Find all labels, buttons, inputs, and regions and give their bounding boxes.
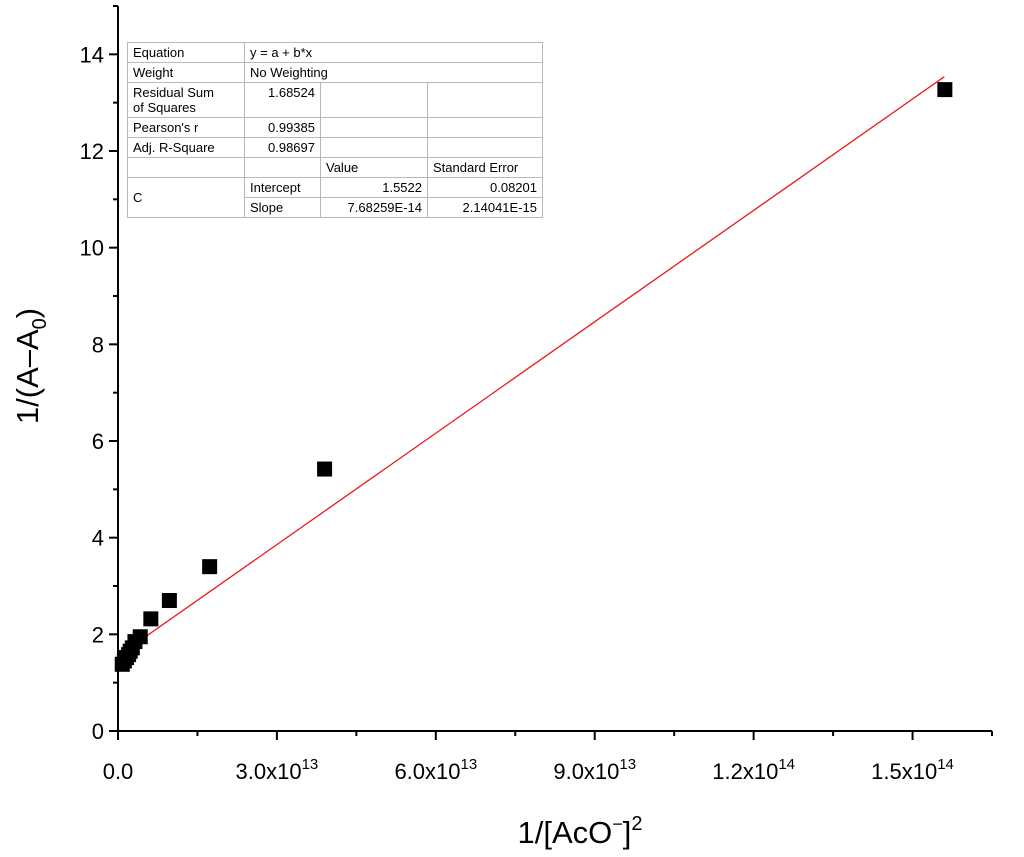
x-tick-exponent: 13 <box>461 756 478 773</box>
x-axis-title-base: 1/[AcO <box>517 815 612 850</box>
table-row: Adj. R-Square 0.98697 <box>127 137 543 158</box>
x-tick-exponent: 13 <box>302 756 319 773</box>
pearson-value: 0.99385 <box>244 117 321 138</box>
rss-label: Residual Sum of Squares <box>127 82 245 118</box>
x-tick-exponent: 14 <box>778 756 795 773</box>
x-tick-exponent: 13 <box>619 756 636 773</box>
data-point <box>202 559 218 575</box>
y-tick-label: 12 <box>80 139 104 164</box>
table-row: Equation y = a + b*x <box>127 42 543 63</box>
x-tick-label: 1.5x1014 <box>871 756 954 784</box>
empty-cell <box>320 137 428 158</box>
x-tick-mantissa: 6.0x10 <box>394 759 460 784</box>
x-axis-title: 1/[AcO−]2 <box>517 813 642 850</box>
weight-label: Weight <box>127 62 245 83</box>
adjr-label: Adj. R-Square <box>127 137 245 158</box>
rss-label-line1: Residual Sum <box>133 85 214 100</box>
x-axis-title-sup2: 2 <box>631 813 642 835</box>
x-tick-mantissa: 1.2x10 <box>712 759 778 784</box>
y-tick-label: 4 <box>92 526 104 551</box>
y-tick-label: 14 <box>80 42 104 67</box>
slope-label: Slope <box>244 197 321 218</box>
adjr-value: 0.98697 <box>244 137 321 158</box>
x-tick-mantissa: 1.5x10 <box>871 759 937 784</box>
data-point <box>161 593 177 608</box>
x-tick-exponent: 14 <box>937 756 954 773</box>
group-label: C <box>127 177 245 218</box>
data-points <box>114 82 953 672</box>
data-point <box>132 629 148 645</box>
axes <box>109 5 993 740</box>
x-tick-label: 0.0 <box>103 759 134 784</box>
empty-cell <box>127 157 245 178</box>
table-row: Weight No Weighting <box>127 62 543 83</box>
y-axis-title: 1/(A–A0) <box>10 308 51 424</box>
y-tick-label: 10 <box>80 236 104 261</box>
value-header: Value <box>320 157 428 178</box>
x-tick-label: 1.2x1014 <box>712 756 795 784</box>
intercept-label: Intercept <box>244 177 321 198</box>
x-axis-title-mid: ] <box>623 815 632 850</box>
x-tick-mantissa: 3.0x10 <box>236 759 302 784</box>
y-tick-labels: 0 2 4 6 8 10 12 14 <box>80 42 104 744</box>
y-axis-title-sub: 0 <box>29 318 51 329</box>
data-point <box>317 461 333 477</box>
data-point <box>143 611 159 627</box>
intercept-se: 0.08201 <box>427 177 543 198</box>
equation-value: y = a + b*x <box>244 42 543 63</box>
rss-empty-2 <box>427 82 543 118</box>
rss-value: 1.68524 <box>244 82 321 118</box>
fit-line <box>117 76 945 657</box>
weight-value: No Weighting <box>244 62 543 83</box>
x-tick-label: 9.0x1013 <box>553 756 636 784</box>
x-tick-labels: 0.0 3.0x1013 6.0x1013 9.0x1013 1.2x1014 1.5x1… <box>103 756 954 784</box>
empty-cell <box>244 157 321 178</box>
x-tick-mantissa: 9.0x10 <box>553 759 619 784</box>
table-row: C Intercept 1.5522 0.08201 <box>127 177 543 218</box>
data-point <box>937 82 953 98</box>
rss-label-line2: of Squares <box>133 100 196 115</box>
y-tick-label: 0 <box>92 719 104 744</box>
table-row: Slope 7.68259E-14 2.14041E-15 <box>128 197 543 218</box>
rss-empty-1 <box>320 82 428 118</box>
empty-cell <box>427 117 543 138</box>
y-tick-label: 6 <box>92 429 104 454</box>
x-axis-title-sup1: − <box>612 814 623 834</box>
y-axis-title-end: ) <box>10 308 45 318</box>
y-tick-label: 8 <box>92 332 104 357</box>
slope-se: 2.14041E-15 <box>427 197 543 218</box>
y-tick-label: 2 <box>92 622 104 647</box>
fit-line-group <box>117 76 945 657</box>
se-header: Standard Error <box>427 157 543 178</box>
empty-cell <box>427 137 543 158</box>
pearson-label: Pearson's r <box>127 117 245 138</box>
slope-value: 7.68259E-14 <box>320 197 428 218</box>
x-tick-label: 6.0x1013 <box>394 756 477 784</box>
fit-results-table: Equation y = a + b*x Weight No Weighting… <box>127 42 543 218</box>
table-row: Pearson's r 0.99385 <box>127 117 543 138</box>
empty-cell <box>320 117 428 138</box>
y-axis-title-base: 1/(A–A <box>10 329 45 424</box>
table-row: Residual Sum of Squares 1.68524 <box>127 82 543 118</box>
intercept-value: 1.5522 <box>320 177 428 198</box>
x-tick-label: 3.0x1013 <box>236 756 319 784</box>
equation-label: Equation <box>127 42 245 63</box>
table-row: Value Standard Error <box>127 157 543 178</box>
